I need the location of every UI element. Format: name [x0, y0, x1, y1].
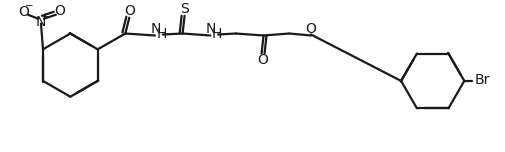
Text: +: +	[41, 12, 48, 21]
Text: O: O	[306, 22, 317, 36]
Text: S: S	[180, 2, 189, 16]
Text: H: H	[212, 26, 222, 41]
Text: O: O	[257, 53, 268, 67]
Text: H: H	[157, 26, 167, 41]
Text: Br: Br	[474, 73, 490, 87]
Text: −: −	[25, 1, 33, 11]
Text: O: O	[124, 4, 135, 18]
Text: O: O	[55, 4, 65, 18]
Text: N: N	[151, 22, 161, 36]
Text: O: O	[18, 5, 29, 19]
Text: N: N	[206, 22, 217, 36]
Text: N: N	[36, 15, 46, 29]
